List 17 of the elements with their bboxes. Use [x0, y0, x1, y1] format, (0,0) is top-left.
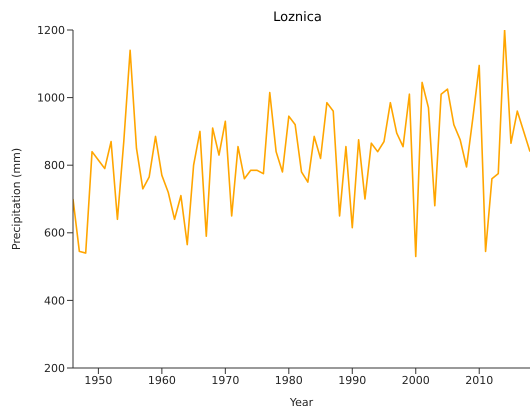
x-tick-label: 1950	[84, 374, 112, 387]
x-tick-label: 1990	[338, 374, 366, 387]
y-tick-label: 1000	[37, 92, 65, 105]
y-tick-label: 200	[44, 362, 65, 375]
x-tick-label: 1980	[274, 374, 303, 387]
x-axis-title: Year	[288, 396, 314, 409]
y-tick-label: 800	[44, 159, 65, 172]
x-tick-label: 2010	[465, 374, 494, 387]
x-tick-label: 1960	[148, 374, 176, 387]
x-tick-label: 1970	[211, 374, 240, 387]
y-tick-label: 400	[44, 294, 65, 308]
x-tick-label: 2000	[402, 374, 430, 387]
y-axis-title: Precipitation (mm)	[10, 148, 23, 250]
line-series	[73, 30, 530, 258]
y-tick-label: 600	[44, 226, 65, 240]
chart-title: Loznica	[272, 10, 323, 25]
y-tick-label: 1200	[37, 24, 65, 37]
